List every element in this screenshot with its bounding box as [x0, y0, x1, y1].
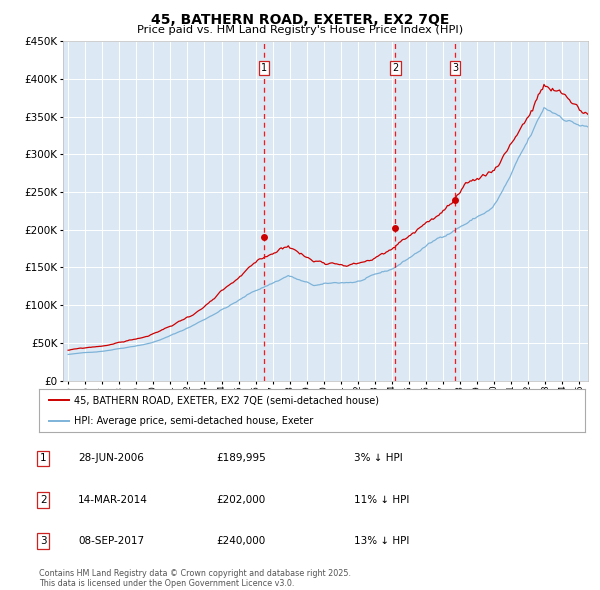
Text: 45, BATHERN ROAD, EXETER, EX2 7QE: 45, BATHERN ROAD, EXETER, EX2 7QE — [151, 13, 449, 27]
Text: 08-SEP-2017: 08-SEP-2017 — [78, 536, 144, 546]
Text: 2: 2 — [40, 495, 47, 504]
Text: 14-MAR-2014: 14-MAR-2014 — [78, 495, 148, 504]
Text: 1: 1 — [40, 454, 47, 463]
Text: 1: 1 — [261, 63, 267, 73]
Text: £189,995: £189,995 — [216, 454, 266, 463]
Text: 45, BATHERN ROAD, EXETER, EX2 7QE (semi-detached house): 45, BATHERN ROAD, EXETER, EX2 7QE (semi-… — [74, 395, 379, 405]
Text: Price paid vs. HM Land Registry's House Price Index (HPI): Price paid vs. HM Land Registry's House … — [137, 25, 463, 35]
Text: £240,000: £240,000 — [216, 536, 265, 546]
Text: £202,000: £202,000 — [216, 495, 265, 504]
Text: HPI: Average price, semi-detached house, Exeter: HPI: Average price, semi-detached house,… — [74, 416, 314, 426]
Text: 2: 2 — [392, 63, 398, 73]
Text: 28-JUN-2006: 28-JUN-2006 — [78, 454, 144, 463]
Text: 13% ↓ HPI: 13% ↓ HPI — [354, 536, 409, 546]
Text: 3% ↓ HPI: 3% ↓ HPI — [354, 454, 403, 463]
Text: 11% ↓ HPI: 11% ↓ HPI — [354, 495, 409, 504]
Text: Contains HM Land Registry data © Crown copyright and database right 2025.
This d: Contains HM Land Registry data © Crown c… — [39, 569, 351, 588]
Text: 3: 3 — [452, 63, 458, 73]
Text: 3: 3 — [40, 536, 47, 546]
